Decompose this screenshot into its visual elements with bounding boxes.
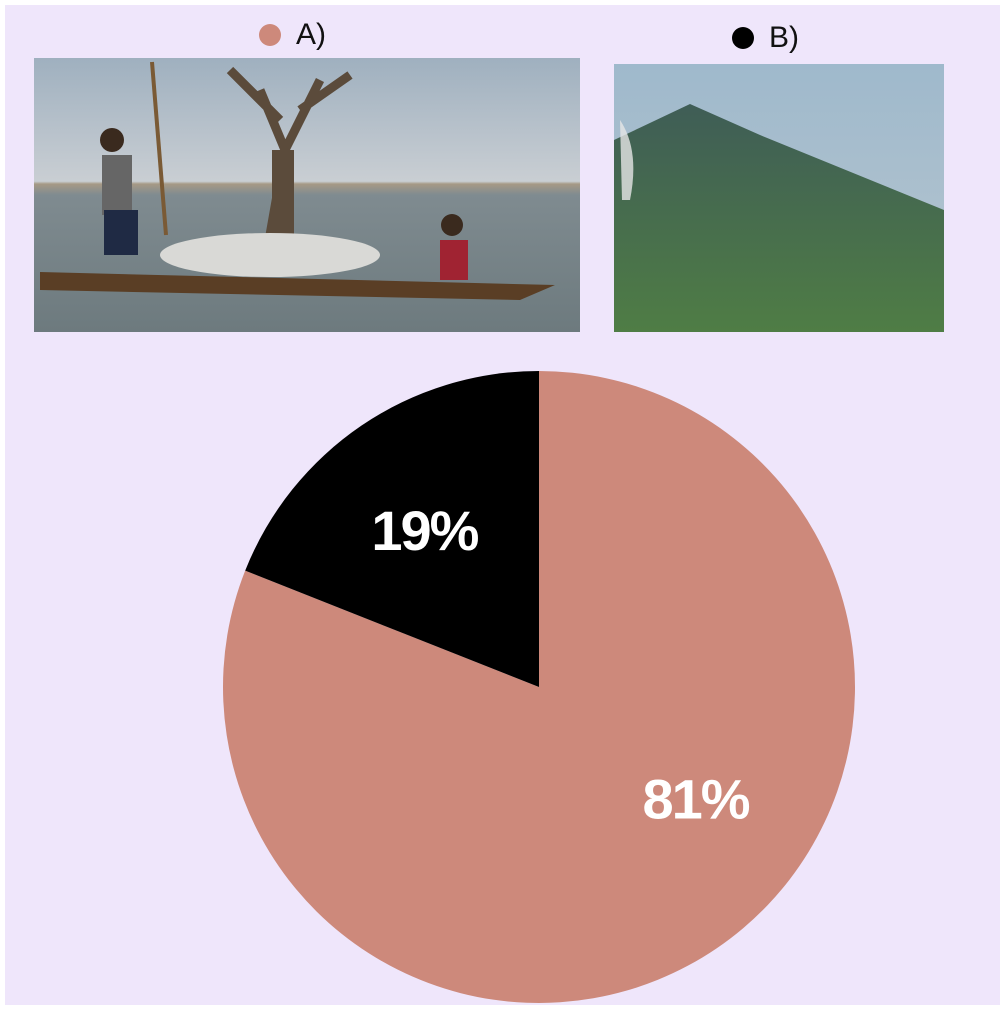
legend-text: A)	[296, 18, 326, 51]
slice-label: 19%	[371, 499, 478, 562]
pie-slice	[245, 371, 540, 687]
pie-slice	[222, 371, 855, 1004]
photo-a	[34, 58, 580, 332]
slice-label: 81%	[643, 768, 750, 831]
legend-swatch	[732, 27, 754, 49]
photo-b	[614, 64, 944, 332]
legend-text: B)	[769, 21, 799, 54]
legend-swatch	[259, 24, 281, 46]
